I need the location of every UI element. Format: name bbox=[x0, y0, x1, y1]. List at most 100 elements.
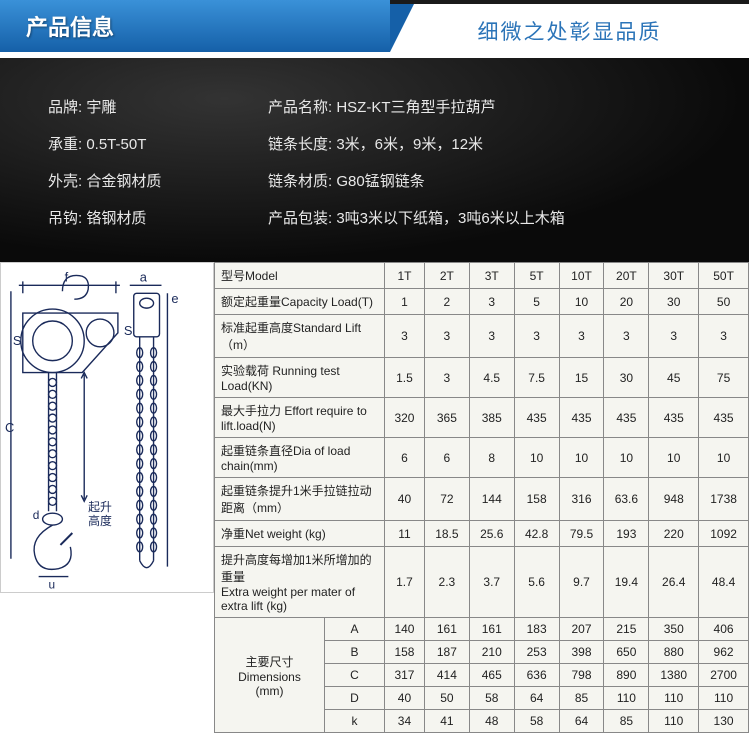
table-row: 实验载荷 Running test Load(KN)1.534.57.51530… bbox=[215, 358, 749, 398]
dim-key: A bbox=[325, 618, 385, 641]
header-title-right: 细微之处彰显品质 bbox=[390, 0, 749, 58]
svg-text:e: e bbox=[171, 291, 178, 306]
cell: 42.8 bbox=[514, 521, 559, 547]
table-row: 主要尺寸 Dimensions (mm)A1401611611832072153… bbox=[215, 618, 749, 641]
table-row: 起重链条直径Dia of load chain(mm)6681010101010 bbox=[215, 438, 749, 478]
svg-text:起升: 起升 bbox=[88, 500, 112, 514]
cell: 435 bbox=[649, 398, 699, 438]
cell: 45 bbox=[649, 358, 699, 398]
table-row: 标准起重高度Standard Lift（m）33333333 bbox=[215, 315, 749, 358]
cell: 161 bbox=[469, 618, 514, 641]
cell: 110 bbox=[649, 687, 699, 710]
cell: 3 bbox=[469, 315, 514, 358]
cell: 320 bbox=[385, 398, 425, 438]
cell: 3 bbox=[514, 315, 559, 358]
cell: 58 bbox=[469, 687, 514, 710]
svg-text:高度: 高度 bbox=[88, 514, 112, 528]
cell: 406 bbox=[699, 618, 749, 641]
cell: 50T bbox=[699, 263, 749, 289]
cell: 650 bbox=[604, 641, 649, 664]
cell: 144 bbox=[469, 478, 514, 521]
cell: 64 bbox=[559, 710, 604, 733]
cell: 1 bbox=[385, 289, 425, 315]
cell: 110 bbox=[699, 687, 749, 710]
info-right: 产品名称: HSZ-KT三角型手拉葫芦 bbox=[268, 96, 749, 117]
cell: 25.6 bbox=[469, 521, 514, 547]
row-label: 标准起重高度Standard Lift（m） bbox=[215, 315, 385, 358]
cell: 5.6 bbox=[514, 547, 559, 618]
cell: 4.5 bbox=[469, 358, 514, 398]
cell: 10 bbox=[699, 438, 749, 478]
table-row: 提升高度每增加1米所增加的重量 Extra weight per mater o… bbox=[215, 547, 749, 618]
svg-text:u: u bbox=[49, 577, 56, 591]
info-right: 链条长度: 3米，6米，9米，12米 bbox=[268, 133, 749, 154]
cell: 20T bbox=[604, 263, 649, 289]
cell: 158 bbox=[514, 478, 559, 521]
cell: 10 bbox=[514, 438, 559, 478]
cell: 798 bbox=[559, 664, 604, 687]
table-row: 起重链条提升1米手拉链拉动距离（mm）407214415831663.69481… bbox=[215, 478, 749, 521]
row-label: 起重链条直径Dia of load chain(mm) bbox=[215, 438, 385, 478]
cell: 85 bbox=[604, 710, 649, 733]
cell: 962 bbox=[699, 641, 749, 664]
cell: 85 bbox=[559, 687, 604, 710]
cell: 2T bbox=[424, 263, 469, 289]
cell: 41 bbox=[424, 710, 469, 733]
bottom-section: f S S bbox=[0, 262, 749, 733]
cell: 3 bbox=[604, 315, 649, 358]
dimension-diagram: f S S bbox=[0, 262, 214, 593]
cell: 15 bbox=[559, 358, 604, 398]
cell: 10T bbox=[559, 263, 604, 289]
cell: 20 bbox=[604, 289, 649, 315]
cell: 48.4 bbox=[699, 547, 749, 618]
cell: 350 bbox=[649, 618, 699, 641]
row-label: 实验载荷 Running test Load(KN) bbox=[215, 358, 385, 398]
cell: 3 bbox=[559, 315, 604, 358]
cell: 1.5 bbox=[385, 358, 425, 398]
cell: 161 bbox=[424, 618, 469, 641]
row-label: 起重链条提升1米手拉链拉动距离（mm） bbox=[215, 478, 385, 521]
cell: 75 bbox=[699, 358, 749, 398]
cell: 207 bbox=[559, 618, 604, 641]
cell: 63.6 bbox=[604, 478, 649, 521]
cell: 30 bbox=[604, 358, 649, 398]
cell: 435 bbox=[514, 398, 559, 438]
cell: 58 bbox=[514, 710, 559, 733]
cell: 2 bbox=[424, 289, 469, 315]
cell: 1738 bbox=[699, 478, 749, 521]
cell: 3 bbox=[469, 289, 514, 315]
cell: 64 bbox=[514, 687, 559, 710]
cell: 253 bbox=[514, 641, 559, 664]
cell: 79.5 bbox=[559, 521, 604, 547]
info-left: 品牌: 宇雕 bbox=[48, 96, 268, 117]
cell: 2700 bbox=[699, 664, 749, 687]
diagram-svg: f S S bbox=[1, 263, 213, 592]
info-left: 外壳: 合金钢材质 bbox=[48, 170, 268, 191]
cell: 193 bbox=[604, 521, 649, 547]
cell: 3 bbox=[424, 315, 469, 358]
cell: 30 bbox=[649, 289, 699, 315]
cell: 3T bbox=[469, 263, 514, 289]
row-label: 额定起重量Capacity Load(T) bbox=[215, 289, 385, 315]
cell: 1T bbox=[385, 263, 425, 289]
table-row: 最大手拉力 Effort require to lift.load(N)3203… bbox=[215, 398, 749, 438]
cell: 3 bbox=[424, 358, 469, 398]
header-bar bbox=[390, 0, 749, 4]
cell: 50 bbox=[699, 289, 749, 315]
dim-key: D bbox=[325, 687, 385, 710]
cell: 465 bbox=[469, 664, 514, 687]
cell: 10 bbox=[559, 438, 604, 478]
cell: 1092 bbox=[699, 521, 749, 547]
svg-text:S: S bbox=[13, 333, 22, 348]
cell: 140 bbox=[385, 618, 425, 641]
cell: 8 bbox=[469, 438, 514, 478]
cell: 3 bbox=[649, 315, 699, 358]
cell: 50 bbox=[424, 687, 469, 710]
svg-text:d: d bbox=[33, 508, 40, 522]
cell: 1380 bbox=[649, 664, 699, 687]
cell: 183 bbox=[514, 618, 559, 641]
dim-key: B bbox=[325, 641, 385, 664]
dim-key: C bbox=[325, 664, 385, 687]
cell: 72 bbox=[424, 478, 469, 521]
cell: 7.5 bbox=[514, 358, 559, 398]
